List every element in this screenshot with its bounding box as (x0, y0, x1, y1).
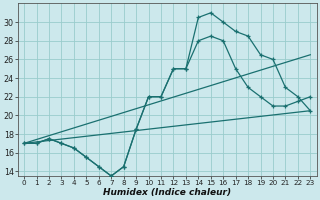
X-axis label: Humidex (Indice chaleur): Humidex (Indice chaleur) (103, 188, 231, 197)
